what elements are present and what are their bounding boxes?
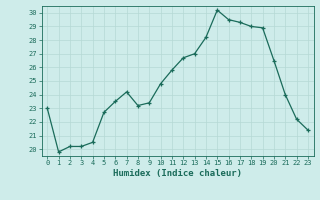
X-axis label: Humidex (Indice chaleur): Humidex (Indice chaleur)	[113, 169, 242, 178]
